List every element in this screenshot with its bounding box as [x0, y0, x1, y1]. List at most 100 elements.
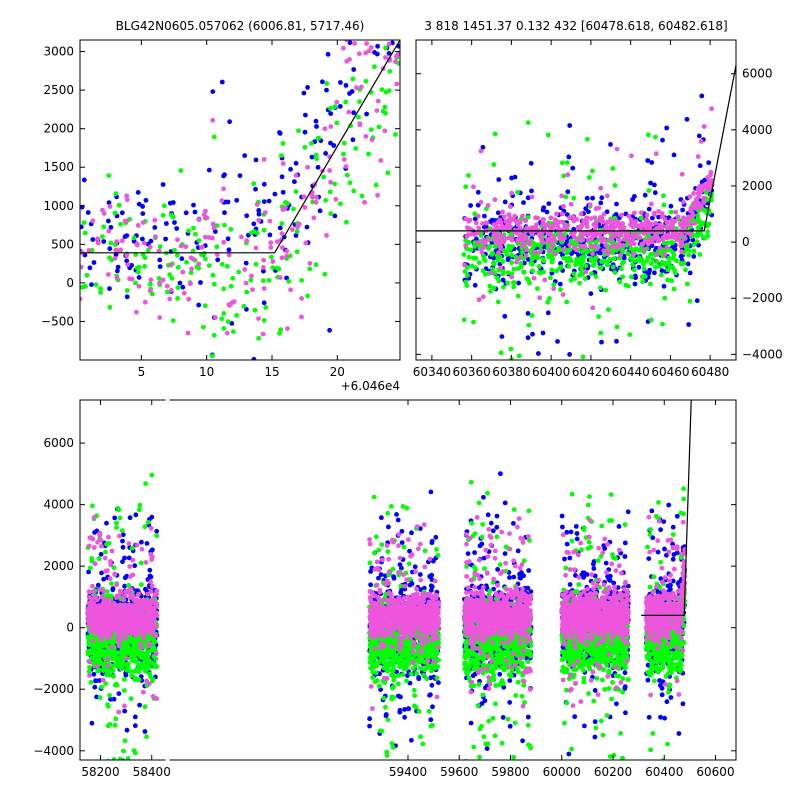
data-point — [180, 284, 186, 290]
data-point — [129, 276, 135, 282]
data-point — [580, 230, 586, 236]
data-point — [469, 263, 475, 269]
data-point — [199, 245, 204, 250]
data-point — [135, 190, 141, 195]
data-point — [462, 262, 467, 268]
data-point — [280, 141, 286, 146]
data-point — [126, 555, 132, 561]
data-point — [347, 57, 352, 62]
data-point — [482, 258, 488, 263]
y-tick-label: 4000 — [742, 123, 773, 137]
data-point — [507, 247, 513, 253]
data-point — [525, 120, 531, 125]
data-point — [469, 231, 475, 237]
data-point — [98, 286, 103, 291]
x-tick-label: 60360 — [453, 365, 491, 379]
data-point — [525, 195, 531, 201]
data-point — [139, 539, 144, 545]
data-point — [347, 91, 352, 96]
data-point — [226, 252, 232, 258]
data-point — [598, 200, 604, 206]
data-point — [351, 67, 357, 72]
data-point — [399, 540, 405, 545]
data-point — [590, 168, 595, 174]
data-point — [328, 140, 333, 146]
data-point — [244, 213, 250, 219]
data-point — [461, 317, 467, 323]
data-point — [268, 240, 274, 246]
data-point — [225, 236, 231, 242]
data-point — [293, 160, 299, 166]
data-point — [157, 257, 163, 263]
data-point — [567, 123, 573, 128]
data-point — [588, 291, 594, 296]
data-point — [407, 680, 413, 686]
data-point — [517, 225, 523, 231]
data-point — [143, 586, 148, 592]
data-point — [561, 247, 567, 253]
data-point — [132, 714, 138, 720]
data-point — [353, 146, 359, 151]
data-point — [124, 218, 130, 224]
data-points — [85, 471, 688, 760]
data-point — [641, 266, 647, 272]
data-point — [185, 330, 191, 336]
data-point — [157, 280, 163, 286]
data-point — [573, 524, 579, 529]
data-point — [615, 221, 620, 227]
data-point — [629, 153, 634, 159]
data-point — [606, 307, 611, 312]
data-point — [333, 33, 338, 38]
data-point — [607, 229, 613, 235]
data-point — [591, 262, 597, 268]
data-point — [136, 201, 142, 207]
data-point — [222, 172, 227, 178]
y-tick-label: 2500 — [43, 83, 74, 97]
data-point — [124, 197, 130, 203]
data-point — [659, 272, 664, 278]
data-point — [192, 209, 198, 215]
data-point — [528, 589, 534, 594]
data-point — [559, 211, 565, 217]
data-point — [703, 190, 709, 195]
data-point — [236, 269, 242, 275]
data-point — [178, 243, 184, 249]
data-point — [588, 230, 594, 236]
data-point — [124, 193, 130, 199]
data-point — [369, 137, 375, 143]
data-point — [709, 178, 715, 183]
data-point — [148, 277, 154, 283]
data-point — [517, 233, 523, 239]
data-point — [284, 248, 290, 254]
data-point — [627, 332, 633, 337]
data-point — [534, 222, 539, 228]
data-point — [612, 270, 618, 275]
data-point — [343, 164, 349, 170]
data-point — [524, 253, 529, 258]
data-point — [498, 471, 503, 477]
data-point — [251, 181, 257, 187]
data-point — [406, 706, 411, 712]
data-point — [108, 696, 113, 702]
data-point — [381, 33, 386, 38]
data-point — [357, 0, 362, 3]
y-tick-label: −500 — [41, 314, 74, 328]
data-point — [183, 244, 189, 250]
y-tick-label: 3000 — [43, 45, 74, 59]
data-point — [242, 153, 248, 159]
data-point — [702, 184, 708, 190]
data-point — [695, 154, 701, 159]
data-point — [491, 261, 497, 267]
data-point — [617, 242, 623, 248]
data-point — [521, 270, 527, 275]
data-point — [175, 285, 181, 291]
data-point — [313, 199, 319, 205]
data-point — [525, 311, 531, 316]
data-point — [375, 43, 380, 49]
data-point — [632, 194, 637, 199]
data-point — [214, 244, 220, 250]
model-line — [416, 65, 736, 232]
data-point — [467, 217, 473, 223]
data-point — [523, 218, 529, 224]
data-point — [250, 287, 255, 293]
